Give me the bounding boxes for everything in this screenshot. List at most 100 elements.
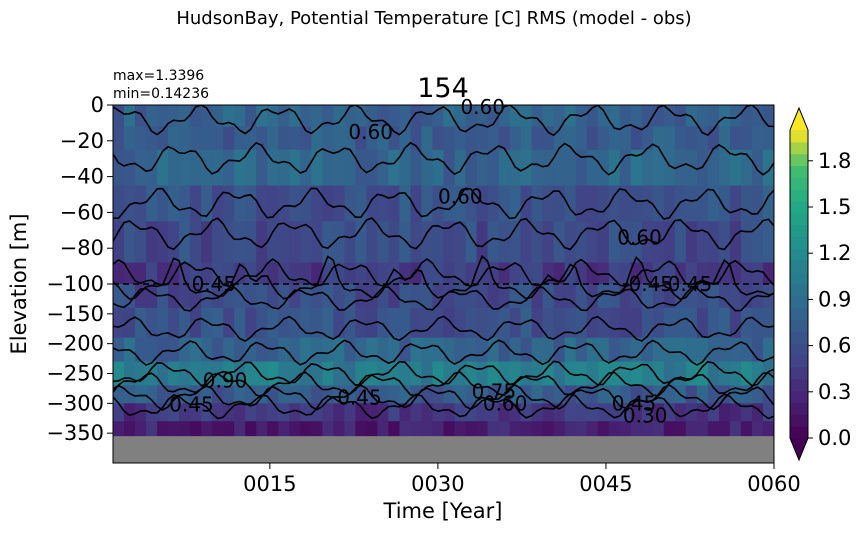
heatmap-cell [179, 149, 191, 187]
heatmap-cell [597, 307, 610, 339]
heatmap-cell [652, 307, 665, 339]
heatmap-cell [663, 421, 676, 437]
heatmap-cell [179, 307, 191, 339]
contour-line [113, 141, 774, 176]
heatmap-cell [344, 105, 356, 128]
heatmap-cell [168, 421, 180, 437]
x-axis: 0015 0030 0045 0060 [243, 463, 801, 496]
heatmap-cell [377, 421, 390, 437]
heatmap-cell [289, 403, 301, 422]
contour-label: 0.90 [203, 369, 248, 393]
heatmap-cell [113, 403, 125, 422]
heatmap-cell [619, 307, 632, 339]
heatmap-cell [509, 284, 522, 309]
heatmap-cell [278, 221, 290, 264]
contour-label: 0.45 [612, 391, 657, 415]
heatmap-cell [410, 262, 423, 285]
heatmap-cell [157, 221, 169, 264]
heatmap-cell [487, 307, 500, 339]
heatmap-cell [465, 105, 478, 128]
heatmap-cell [223, 385, 235, 404]
heatmap-cell [256, 262, 268, 285]
heatmap-cell [575, 337, 588, 363]
heatmap-cell [630, 185, 643, 222]
heatmap-cell [256, 221, 268, 264]
heatmap-cell [399, 284, 412, 309]
heatmap-cell [300, 385, 312, 404]
heatmap-cell [146, 126, 158, 151]
heatmap-cell [564, 126, 577, 151]
heatmap-cell [267, 403, 279, 422]
heatmap-cell [586, 262, 599, 285]
heatmap-cell [476, 337, 489, 363]
x-axis-label: Time [Year] [383, 499, 503, 523]
heatmap-cell [685, 284, 698, 309]
heatmap-cell [619, 262, 632, 285]
heatmap-cell [388, 403, 401, 422]
heatmap-cell [113, 221, 125, 264]
heatmap-cell [498, 262, 511, 285]
heatmap-cell [256, 185, 268, 222]
colorbar-extend-min [790, 438, 808, 460]
heatmap-cell [476, 185, 489, 222]
heatmap-cell [113, 385, 125, 404]
colorbar-segment [790, 153, 808, 167]
heatmap-cell [179, 421, 191, 437]
heatmap-cell [256, 149, 268, 187]
heatmap-cell [487, 361, 500, 387]
heatmap-cell [465, 221, 478, 264]
heatmap-cell [190, 337, 202, 363]
heatmap-cell [168, 337, 180, 363]
heatmap-cell [366, 221, 378, 264]
heatmap-cell [707, 126, 720, 151]
heatmap-cell [729, 221, 742, 264]
heatmap-cell [245, 307, 257, 339]
heatmap-cell [113, 149, 125, 187]
heatmap-cell [388, 262, 401, 285]
heatmap-cell [432, 185, 445, 222]
heatmap-cell [619, 361, 632, 387]
heatmap-cell [245, 421, 257, 437]
heatmap-cell [234, 185, 246, 222]
heatmap-cell [333, 149, 345, 187]
heatmap-cell [267, 185, 279, 222]
heatmap-cell [729, 126, 742, 151]
heatmap-cell [124, 221, 136, 264]
heatmap-cell [641, 361, 654, 387]
heatmap-cell [498, 337, 511, 363]
heatmap-cell [366, 421, 378, 437]
heatmap-cell [674, 403, 687, 422]
heatmap-cell [388, 126, 401, 151]
heatmap-cell [575, 421, 588, 437]
heatmap-cell [740, 284, 753, 309]
heatmap-cell [212, 185, 224, 222]
contour-line [113, 286, 774, 312]
heatmap-cell [740, 149, 753, 187]
heatmap-cell [696, 403, 709, 422]
heatmap-cell [498, 284, 511, 309]
heatmap-cell [487, 149, 500, 187]
heatmap-cell [223, 262, 235, 285]
contour-label: 0.60 [483, 391, 528, 415]
heatmap-cell [124, 421, 136, 437]
heatmap-cell [619, 149, 632, 187]
heatmap-cell [487, 284, 500, 309]
heatmap-cell [190, 361, 202, 387]
y-tick-label: −150 [46, 302, 104, 326]
heatmap-cell [289, 105, 301, 128]
colorbar-extend-max [790, 108, 808, 130]
contour-label: 0.60 [617, 225, 662, 249]
heatmap-cell [487, 421, 500, 437]
heatmap-cell [311, 262, 323, 285]
heatmap-cell [707, 361, 720, 387]
heatmap-cell [729, 403, 742, 422]
heatmap-cell [223, 149, 235, 187]
heatmap-cell [619, 337, 632, 363]
heatmap-cell [476, 385, 489, 404]
heatmap-cell [432, 421, 445, 437]
heatmap-cell [410, 307, 423, 339]
contour-labels: 0.600.600.600.600.45 0.450.450.900.45 0.45… [169, 95, 712, 427]
heatmap-cell [223, 126, 235, 151]
heatmap-cell [751, 185, 764, 222]
heatmap-cell [553, 421, 566, 437]
